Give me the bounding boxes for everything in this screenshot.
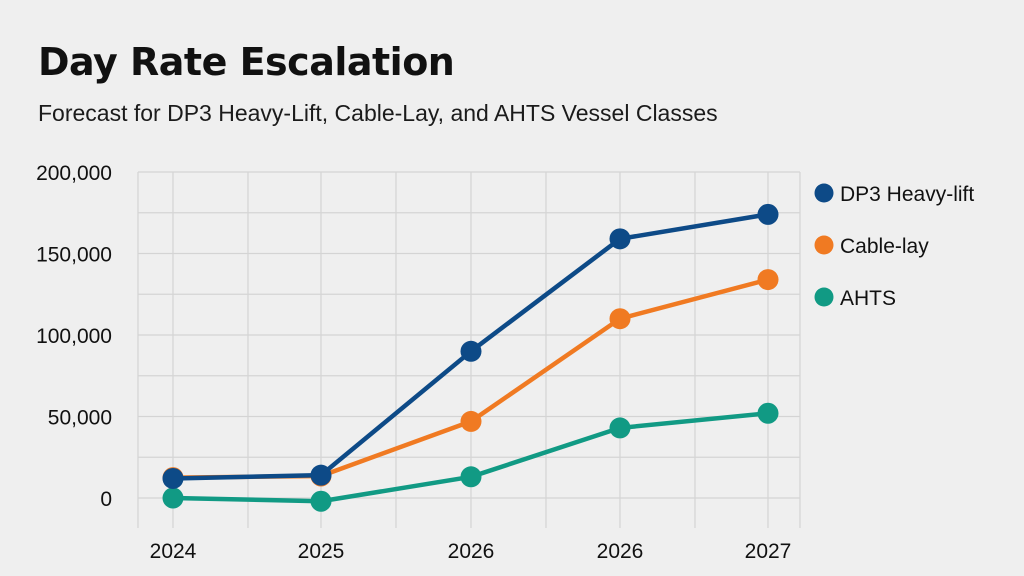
grid-lines (137, 171, 801, 528)
data-point[interactable] (609, 308, 631, 330)
legend-label: Cable-lay (840, 235, 929, 258)
chart-title: Day Rate Escalation (38, 40, 455, 84)
y-tick-label: 200,000 (36, 162, 112, 185)
x-tick-label: 2027 (745, 540, 792, 563)
data-point[interactable] (162, 467, 184, 489)
data-point[interactable] (757, 203, 779, 225)
y-tick-label: 100,000 (36, 325, 112, 348)
data-point[interactable] (460, 340, 482, 362)
x-axis-ticks: 2024 2025 2026 2026 2027 (150, 540, 792, 563)
data-point[interactable] (609, 417, 631, 439)
legend-label: DP3 Heavy-lift (840, 183, 974, 206)
data-point[interactable] (757, 402, 779, 424)
y-tick-label: 0 (100, 488, 112, 511)
data-point[interactable] (310, 490, 332, 512)
legend-marker (814, 183, 834, 203)
chart-subtitle: Forecast for DP3 Heavy-Lift, Cable-Lay, … (38, 100, 718, 126)
legend-marker (814, 235, 834, 255)
x-tick-label: 2024 (150, 540, 197, 563)
data-point[interactable] (460, 410, 482, 432)
legend-label: AHTS (840, 287, 896, 310)
data-point[interactable] (609, 228, 631, 250)
legend-marker (814, 287, 834, 307)
y-tick-label: 150,000 (36, 244, 112, 267)
data-point[interactable] (310, 464, 332, 486)
data-point[interactable] (757, 269, 779, 291)
data-point[interactable] (460, 466, 482, 488)
y-tick-label: 50,000 (48, 407, 112, 430)
x-tick-label: 2025 (298, 540, 345, 563)
legend: DP3 Heavy-lift Cable-lay AHTS (814, 183, 974, 310)
series-group (162, 203, 779, 512)
x-tick-label: 2026 (448, 540, 495, 563)
data-point[interactable] (162, 487, 184, 509)
x-tick-label: 2026 (597, 540, 644, 563)
y-axis-ticks: 0 50,000 100,000 150,000 200,000 (36, 162, 112, 511)
